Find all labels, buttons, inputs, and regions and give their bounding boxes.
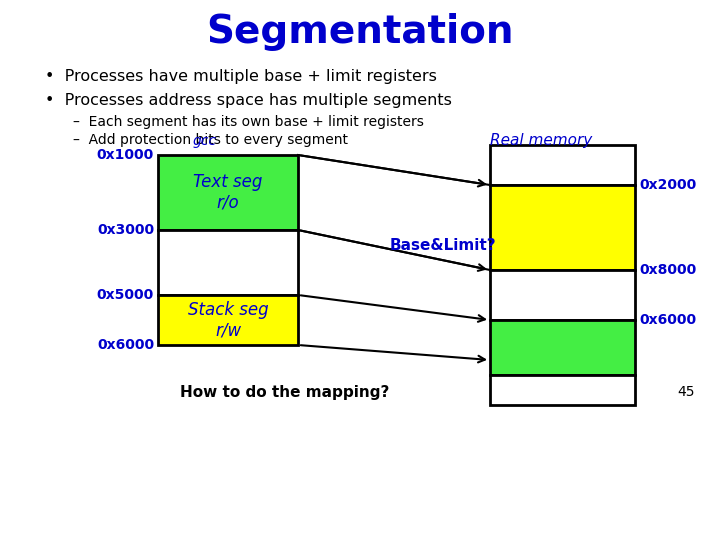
Bar: [490, 375, 635, 405]
Bar: [490, 145, 635, 185]
Bar: [490, 320, 635, 375]
Text: Stack seg
r/w: Stack seg r/w: [188, 301, 269, 340]
Bar: [158, 230, 298, 295]
Text: –  Add protection bits to every segment: – Add protection bits to every segment: [73, 133, 348, 147]
Text: •  Processes address space has multiple segments: • Processes address space has multiple s…: [45, 92, 452, 107]
Text: gcc: gcc: [193, 134, 217, 148]
Text: 0x2000: 0x2000: [639, 178, 696, 192]
Text: Base&Limit?: Base&Limit?: [390, 238, 497, 253]
Text: •  Processes have multiple base + limit registers: • Processes have multiple base + limit r…: [45, 69, 437, 84]
Bar: [158, 155, 298, 230]
Text: 0x3000: 0x3000: [97, 223, 154, 237]
Text: 0x6000: 0x6000: [639, 313, 696, 327]
Text: Text seg
r/o: Text seg r/o: [193, 173, 263, 212]
Text: 0x6000: 0x6000: [97, 338, 154, 352]
Bar: [490, 270, 635, 320]
Text: –  Each segment has its own base + limit registers: – Each segment has its own base + limit …: [73, 115, 424, 129]
Text: 0x8000: 0x8000: [639, 263, 696, 277]
Text: 0x1000: 0x1000: [96, 148, 154, 162]
Bar: [158, 295, 298, 345]
Text: Segmentation: Segmentation: [206, 13, 514, 51]
Text: Real memory: Real memory: [490, 132, 593, 147]
Bar: [490, 185, 635, 270]
Text: How to do the mapping?: How to do the mapping?: [180, 384, 390, 400]
Text: 0x5000: 0x5000: [96, 288, 154, 302]
Text: 45: 45: [678, 385, 695, 399]
